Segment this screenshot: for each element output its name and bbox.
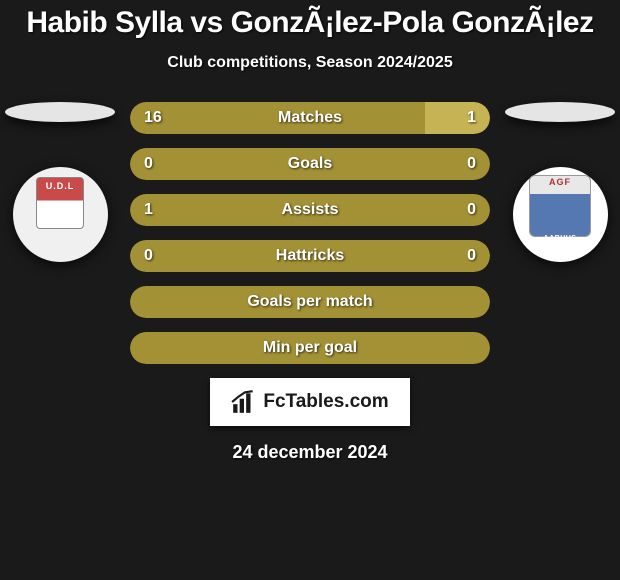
stat-value-right: 0 [467, 155, 476, 173]
stat-bar: Min per goal [130, 332, 490, 364]
left-column [0, 102, 120, 262]
club-logo-left [13, 167, 108, 262]
player-placeholder-left [5, 102, 115, 122]
stat-value-right: 0 [467, 247, 476, 265]
stat-value-left: 1 [144, 201, 153, 219]
stat-label: Goals [288, 155, 332, 173]
stat-label: Goals per match [247, 293, 372, 311]
stat-label: Min per goal [263, 339, 357, 357]
brand-text: FcTables.com [263, 391, 388, 413]
club-logo-right: AGF [513, 167, 608, 262]
stat-bar: 0 Goals 0 [130, 148, 490, 180]
club-logo-right-text: AGF [549, 177, 571, 187]
stat-value-right: 1 [467, 109, 476, 127]
player-placeholder-right [505, 102, 615, 122]
subtitle: Club competitions, Season 2024/2025 [0, 54, 620, 72]
right-column: AGF [500, 102, 620, 262]
chart-icon [231, 389, 257, 415]
stat-value-left: 0 [144, 247, 153, 265]
page-title: Habib Sylla vs GonzÃ¡lez-Pola GonzÃ¡lez [0, 6, 620, 40]
date-line: 24 december 2024 [0, 442, 620, 463]
stat-bar: 16 Matches 1 [130, 102, 490, 134]
main-area: 16 Matches 1 0 Goals 0 1 Assists 0 0 Hattricks 0 Goa… [0, 102, 620, 364]
stat-value-left: 0 [144, 155, 153, 173]
stat-label: Hattricks [276, 247, 344, 265]
widget-container: Habib Sylla vs GonzÃ¡lez-Pola GonzÃ¡lez … [0, 0, 620, 463]
stat-bar: 1 Assists 0 [130, 194, 490, 226]
stat-label: Matches [278, 109, 342, 127]
stat-bar: Goals per match [130, 286, 490, 318]
stats-column: 16 Matches 1 0 Goals 0 1 Assists 0 0 Hattricks 0 Goa… [130, 102, 490, 364]
stat-value-right: 0 [467, 201, 476, 219]
brand-badge[interactable]: FcTables.com [210, 378, 410, 426]
stat-value-left: 16 [144, 109, 162, 127]
stat-label: Assists [282, 201, 339, 219]
stat-bar: 0 Hattricks 0 [130, 240, 490, 272]
